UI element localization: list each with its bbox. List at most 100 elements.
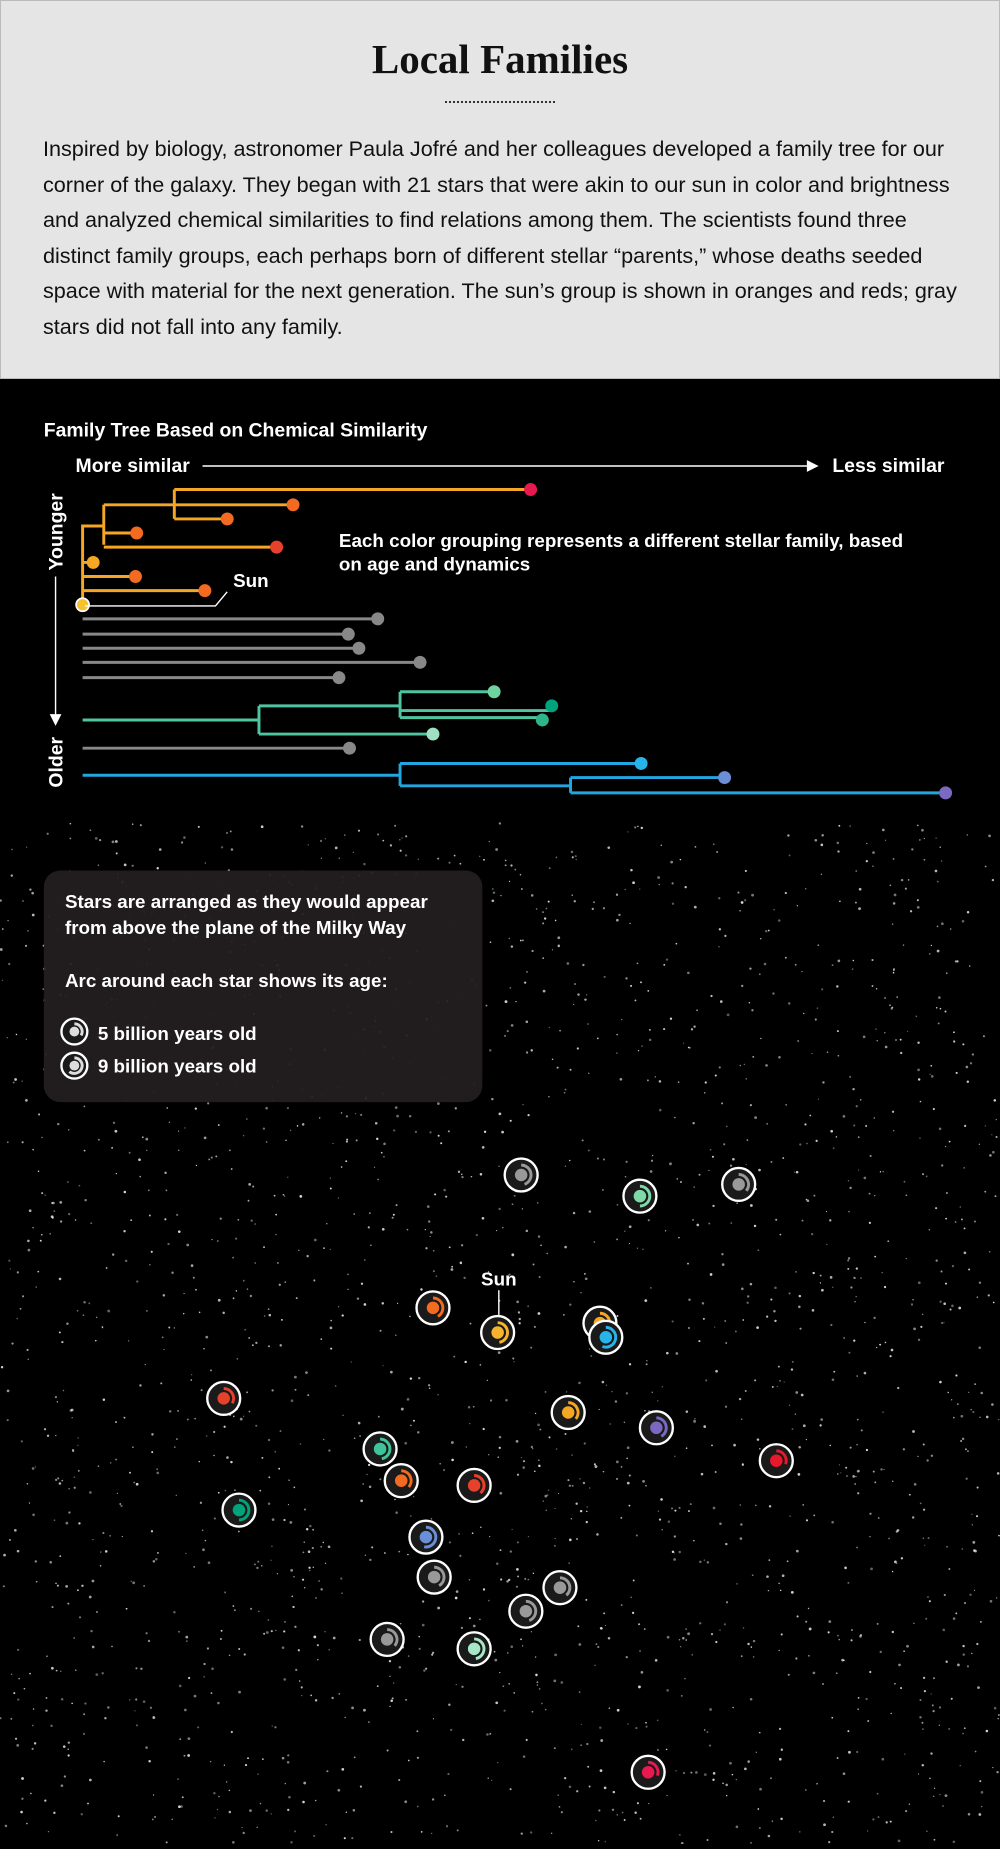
field-star [479, 1364, 482, 1366]
field-star [138, 1158, 141, 1162]
field-star [538, 1688, 541, 1690]
field-star [967, 1812, 971, 1816]
field-star [80, 1813, 84, 1816]
field-star [882, 1170, 885, 1173]
annotation-box: Each color grouping represents a differe… [339, 532, 903, 576]
field-star [32, 1148, 34, 1151]
field-star [109, 1462, 112, 1464]
field-star [94, 837, 98, 840]
field-star [856, 1418, 859, 1421]
legend-box [43, 870, 483, 1103]
field-star [832, 1286, 834, 1288]
field-star [275, 1233, 277, 1236]
field-star [83, 1149, 86, 1152]
field-star [744, 1390, 747, 1392]
field-star [21, 1080, 23, 1082]
field-star [900, 1687, 903, 1690]
field-star [714, 1074, 717, 1077]
field-star [963, 1167, 965, 1169]
field-star [795, 1170, 799, 1174]
field-star [564, 1088, 567, 1091]
field-star [790, 1368, 794, 1371]
field-star [767, 1834, 771, 1838]
field-star [899, 1051, 903, 1055]
field-star [749, 1104, 753, 1107]
field-star [992, 1301, 995, 1304]
field-star [338, 1692, 341, 1695]
field-star [973, 1589, 976, 1592]
field-star [632, 881, 635, 885]
field-star [495, 1230, 498, 1232]
field-star [527, 1305, 529, 1307]
field-star [962, 1043, 965, 1046]
field-star [194, 1107, 197, 1110]
field-star [213, 1430, 216, 1434]
field-star [853, 1339, 856, 1342]
field-star [404, 1441, 408, 1445]
field-star [544, 1708, 547, 1711]
field-star [11, 848, 13, 851]
field-star [888, 1537, 890, 1540]
age-arc [379, 1437, 392, 1461]
field-star [928, 952, 931, 955]
field-star [77, 1437, 79, 1439]
field-star [217, 1701, 220, 1705]
field-star [303, 1508, 306, 1511]
field-star [813, 1194, 816, 1197]
field-star [562, 1313, 565, 1316]
field-star [111, 840, 115, 844]
field-star [671, 1550, 675, 1554]
field-star [147, 1189, 150, 1192]
field-star [203, 1136, 207, 1140]
field-star [671, 882, 674, 885]
field-star [739, 1504, 742, 1506]
field-star [739, 1537, 743, 1540]
field-star [556, 1066, 559, 1069]
field-star [61, 1479, 64, 1482]
field-star [920, 1325, 923, 1328]
field-star [267, 1502, 271, 1505]
field-star [265, 1631, 269, 1634]
field-star [722, 1782, 724, 1785]
field-star [623, 1819, 626, 1821]
field-star [922, 1728, 924, 1731]
field-star [939, 1300, 942, 1303]
field-star [24, 944, 28, 947]
field-star [666, 1351, 669, 1355]
field-star [689, 1503, 692, 1506]
star-dot [467, 1642, 481, 1656]
field-star [690, 1028, 694, 1031]
field-star [168, 1326, 171, 1329]
field-star [362, 1483, 365, 1485]
field-star [69, 822, 72, 825]
field-star [263, 1246, 265, 1249]
field-star [806, 1199, 810, 1203]
field-star [180, 1805, 183, 1808]
field-star [692, 1121, 695, 1125]
field-star [8, 962, 11, 966]
field-star [478, 855, 481, 858]
field-star [76, 1589, 79, 1592]
field-star [538, 1464, 541, 1468]
field-star [780, 1748, 783, 1751]
field-star [603, 975, 606, 978]
field-star [299, 1195, 303, 1198]
field-star [865, 859, 869, 863]
field-star [236, 1358, 239, 1360]
field-star [917, 1068, 920, 1072]
field-star [902, 1448, 906, 1451]
field-star [328, 1648, 331, 1651]
field-star [832, 1147, 835, 1150]
field-star [755, 1504, 757, 1507]
field-star [869, 1670, 872, 1674]
field-star [708, 1222, 711, 1225]
field-star [111, 1645, 113, 1648]
field-star [780, 1633, 783, 1636]
field-star [795, 1391, 799, 1394]
field-star [355, 1139, 358, 1142]
field-star [952, 1416, 955, 1419]
field-star [440, 1142, 443, 1145]
field-star [739, 910, 741, 912]
field-star [718, 897, 721, 900]
field-star [856, 1443, 858, 1446]
